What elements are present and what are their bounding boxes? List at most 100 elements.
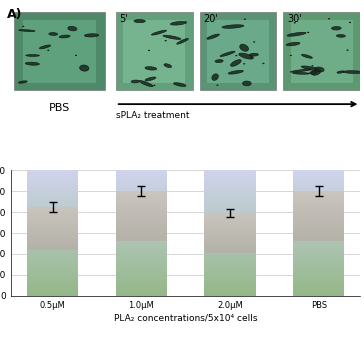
Bar — [115, 290, 167, 291]
Bar — [293, 173, 344, 175]
Bar — [204, 239, 256, 241]
Bar — [293, 208, 344, 209]
Bar — [27, 268, 78, 269]
Ellipse shape — [153, 85, 155, 86]
Ellipse shape — [242, 81, 251, 86]
Bar — [293, 197, 344, 199]
Bar — [115, 200, 167, 202]
Bar — [115, 183, 167, 185]
Bar — [204, 213, 256, 214]
Bar — [115, 221, 167, 224]
Bar — [204, 191, 256, 192]
Bar — [115, 173, 167, 175]
Bar — [27, 260, 78, 261]
Bar — [204, 183, 256, 185]
Bar — [27, 227, 78, 228]
Ellipse shape — [39, 45, 51, 49]
Bar — [115, 269, 167, 271]
Bar — [293, 209, 344, 211]
Bar — [27, 269, 78, 271]
Bar — [115, 176, 167, 178]
Bar — [27, 233, 78, 235]
Bar — [27, 283, 78, 285]
Bar — [115, 272, 167, 274]
Bar — [204, 230, 256, 232]
Bar — [115, 221, 167, 222]
Bar — [27, 243, 78, 245]
Bar — [115, 227, 167, 228]
Ellipse shape — [228, 70, 244, 74]
Bar — [293, 249, 344, 250]
FancyBboxPatch shape — [116, 13, 193, 90]
Bar — [204, 233, 256, 235]
Bar — [27, 282, 78, 283]
Bar — [293, 176, 344, 178]
Bar — [293, 280, 344, 282]
Bar — [115, 195, 167, 197]
Bar — [293, 178, 344, 180]
Ellipse shape — [239, 53, 253, 59]
Bar — [204, 260, 256, 261]
Bar — [204, 227, 256, 228]
Bar — [115, 181, 167, 183]
Bar — [115, 217, 167, 219]
Ellipse shape — [215, 59, 223, 63]
Ellipse shape — [19, 30, 35, 32]
Bar — [27, 288, 78, 290]
Ellipse shape — [230, 59, 241, 66]
Bar — [27, 208, 78, 209]
Bar — [293, 257, 344, 258]
Bar — [27, 186, 78, 188]
Bar — [115, 213, 167, 214]
Bar — [204, 244, 256, 245]
Ellipse shape — [75, 55, 77, 56]
Bar — [204, 280, 256, 282]
Bar — [204, 245, 256, 247]
Bar — [293, 211, 344, 213]
Bar — [204, 277, 256, 278]
FancyBboxPatch shape — [199, 13, 277, 90]
Bar — [115, 219, 167, 221]
Bar — [293, 170, 344, 172]
Bar — [27, 258, 78, 260]
Bar — [27, 224, 78, 225]
Bar — [115, 209, 167, 211]
Ellipse shape — [19, 81, 27, 83]
Bar — [293, 242, 344, 244]
Ellipse shape — [170, 21, 187, 25]
Ellipse shape — [222, 25, 244, 28]
Bar — [204, 211, 256, 213]
Ellipse shape — [131, 80, 139, 83]
Bar — [293, 175, 344, 176]
Bar — [115, 253, 167, 255]
Bar — [27, 293, 78, 294]
Bar — [115, 280, 167, 282]
Bar — [293, 192, 344, 194]
Bar — [115, 225, 167, 227]
Bar — [115, 258, 167, 260]
Bar — [115, 199, 167, 200]
Bar — [204, 195, 256, 197]
Bar — [115, 239, 167, 241]
Bar — [27, 261, 78, 263]
Bar — [204, 238, 256, 239]
Bar — [27, 250, 78, 252]
Ellipse shape — [332, 27, 341, 30]
Bar — [293, 260, 344, 261]
Ellipse shape — [250, 57, 253, 58]
Bar — [115, 214, 167, 216]
Bar — [293, 294, 344, 296]
Bar — [115, 199, 167, 201]
Text: 20': 20' — [203, 14, 218, 24]
Bar — [27, 249, 78, 250]
Bar — [204, 219, 256, 221]
Bar — [115, 249, 167, 250]
Bar — [27, 199, 78, 200]
Bar — [293, 241, 344, 242]
Ellipse shape — [253, 41, 255, 42]
Bar — [27, 213, 78, 216]
Ellipse shape — [134, 20, 145, 23]
Bar — [204, 250, 256, 252]
Ellipse shape — [290, 55, 292, 56]
Bar — [293, 195, 344, 197]
